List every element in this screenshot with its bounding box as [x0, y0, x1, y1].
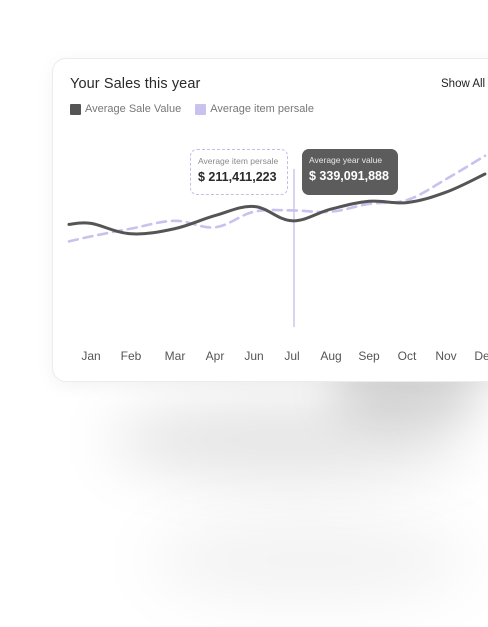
tooltip-label: Average item persale — [198, 156, 279, 166]
x-tick-label: Feb — [121, 349, 142, 363]
x-tick-label: Oct — [398, 349, 417, 363]
x-tick-label: Jan — [81, 349, 100, 363]
line-chart[interactable]: Jan Feb Mar Apr Jun Jul Aug Sep Oct Nov Dec — [53, 59, 488, 381]
legend-swatch-item-persale — [195, 103, 207, 115]
x-tick-label: Aug — [320, 349, 341, 363]
tooltip-value: $ 211,411,223 — [198, 170, 277, 184]
tooltip-label: Average year value — [309, 155, 383, 165]
x-tick-label: Mar — [165, 349, 186, 363]
tooltip-year-value: Average year value $ 339,091,888 — [302, 149, 398, 195]
tooltip-value: $ 339,091,888 — [309, 169, 389, 183]
legend-item-item-persale[interactable]: Average item persale — [195, 103, 314, 115]
series-line-sale-value[interactable] — [67, 172, 487, 236]
legend-label: Average item persale — [210, 103, 314, 115]
x-tick-label: Sep — [358, 349, 380, 363]
x-tick-label: Jun — [244, 349, 263, 363]
series-line-item-persale[interactable] — [67, 154, 487, 243]
show-all-button[interactable]: Show All — [441, 78, 486, 90]
x-tick-label: Nov — [435, 349, 456, 363]
legend-label: Average Sale Value — [85, 103, 182, 115]
chart-legend: Average Sale Value Average item persale — [70, 103, 328, 115]
card-title: Your Sales this year — [70, 76, 201, 92]
x-tick-label: Apr — [206, 349, 225, 363]
tooltip-item-persale: Average item persale $ 211,411,223 — [190, 149, 288, 195]
drop-shadow — [150, 520, 470, 600]
x-tick-label: Jul — [284, 349, 299, 363]
sales-chart-card: Your Sales this year Show All Average Sa… — [52, 58, 488, 382]
drop-shadow — [110, 400, 470, 480]
x-tick-label: Dec — [474, 349, 488, 363]
legend-swatch-sale-value — [70, 103, 81, 115]
legend-item-sale-value[interactable]: Average Sale Value — [70, 103, 181, 115]
